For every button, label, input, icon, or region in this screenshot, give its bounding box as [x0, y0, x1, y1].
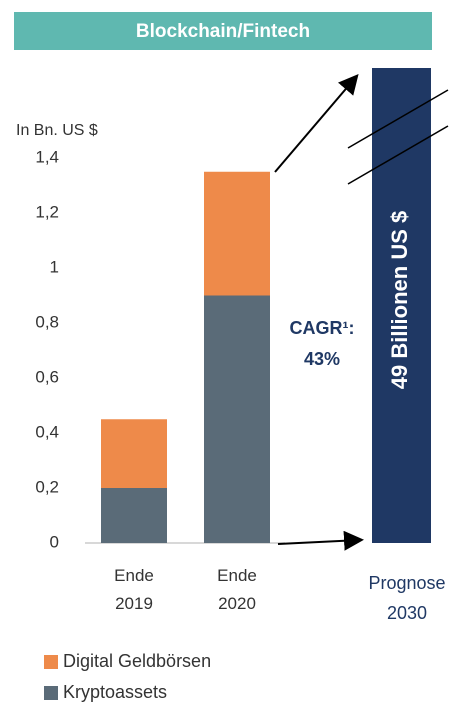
y-tick-label: 1 [50, 257, 59, 276]
legend-label: Digital Geldbörsen [63, 651, 211, 671]
bar-segment [204, 171, 270, 296]
bar-segment [204, 295, 270, 543]
y-tick-label: 1,2 [35, 202, 59, 221]
annotation: 43% [304, 349, 340, 369]
y-tick-label: 1,4 [35, 147, 59, 166]
bar-segment [101, 419, 167, 488]
y-tick-label: 0,6 [35, 367, 59, 386]
legend-swatch [44, 655, 58, 669]
arrow-bottom [277, 530, 364, 551]
bar-segment [101, 488, 167, 543]
forecast-value-label: 49 Billionen US $ [387, 211, 412, 390]
legend-swatch [44, 686, 58, 700]
y-tick-label: 0,2 [35, 477, 59, 496]
arrow-top [274, 73, 359, 173]
x-tick-label: Ende 2020 [217, 566, 257, 613]
header-bar [14, 12, 432, 50]
forecast-bar [372, 68, 431, 543]
axis-break [347, 125, 449, 185]
y-tick-label: 0,8 [35, 312, 59, 331]
y-tick-label: 0,4 [35, 422, 59, 441]
header-title: Blockchain/Fintech [136, 21, 310, 42]
annotation: CAGR¹: [290, 318, 355, 338]
x-tick-label: Ende 2019 [114, 566, 154, 613]
y-axis-label: In Bn. US $ [16, 122, 98, 139]
legend-label: Kryptoassets [63, 682, 167, 702]
forecast-category: Prognose 2030 [368, 573, 446, 623]
axis-break [347, 89, 449, 149]
y-tick-label: 0 [50, 532, 59, 551]
